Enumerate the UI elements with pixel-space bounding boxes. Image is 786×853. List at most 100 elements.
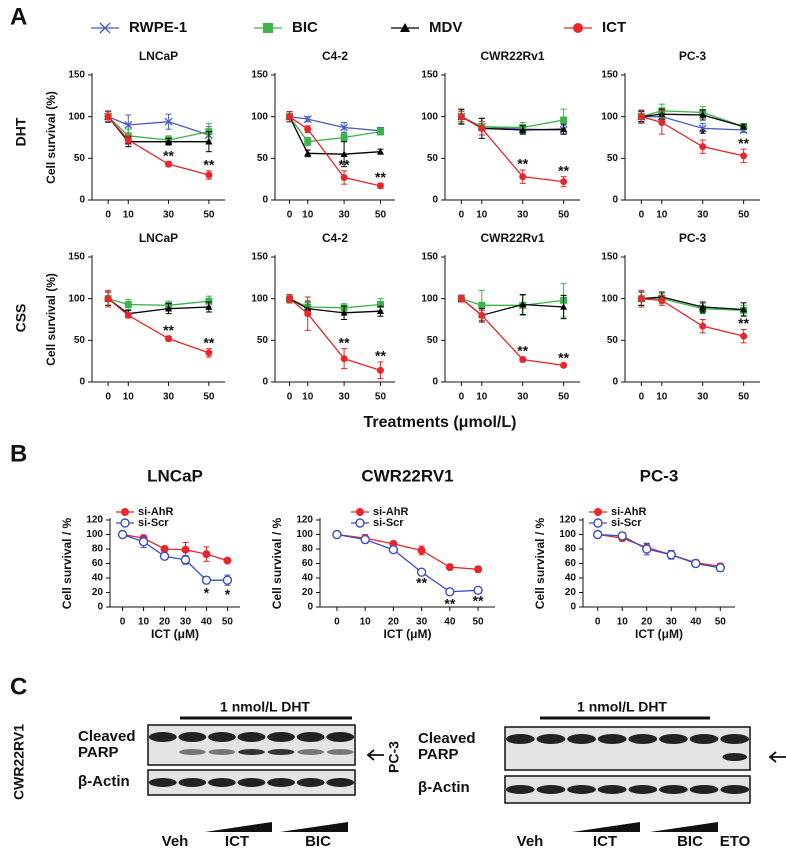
marker	[658, 296, 666, 304]
marker	[138, 537, 149, 547]
marker	[304, 125, 312, 133]
y-tick-label: 80	[302, 544, 314, 555]
panel-label: B	[10, 440, 27, 467]
x-tick-label: 10	[123, 210, 135, 221]
marker	[457, 295, 465, 303]
y-tick-label: 0	[79, 377, 85, 388]
series-line	[460, 298, 564, 317]
x-tick-label: 0	[595, 617, 601, 628]
x-tick-label: 0	[334, 617, 340, 628]
y-tick-label: 100	[559, 529, 576, 540]
x-tick-label: 10	[360, 617, 372, 628]
marker	[164, 117, 173, 126]
y-tick-label: 150	[601, 70, 618, 81]
chart-title: CWR22RV1	[361, 466, 453, 485]
marker	[560, 116, 568, 124]
x-tick-label: 0	[639, 392, 645, 403]
y-tick-label: 100	[251, 293, 268, 304]
marker	[445, 587, 455, 597]
x-tick-label: 40	[690, 617, 702, 628]
y-tick-label: 50	[607, 335, 619, 346]
marker	[104, 113, 112, 121]
y-tick-label: 100	[421, 293, 438, 304]
x-tick-label: 0	[105, 210, 111, 221]
series-line	[641, 116, 744, 131]
y-tick-label: 20	[565, 587, 577, 598]
marker	[473, 585, 483, 596]
legend-label: si-Scr	[138, 517, 169, 529]
y-tick-label: 150	[68, 70, 85, 81]
chart-title: PC-3	[679, 49, 707, 63]
marker	[165, 138, 173, 145]
series-line	[460, 298, 564, 366]
significance: **	[558, 162, 569, 178]
marker	[304, 138, 312, 146]
y-tick-label: 100	[421, 111, 438, 122]
significance: **	[517, 343, 528, 359]
marker	[160, 545, 169, 553]
chart-title: C4-2	[322, 231, 348, 245]
series-line	[641, 298, 744, 337]
marker	[445, 563, 454, 572]
marker	[223, 556, 232, 565]
x-tick-label: 50	[558, 392, 570, 403]
band	[326, 732, 355, 742]
y-axis-label: Cell survival (%)	[44, 273, 58, 366]
marker	[124, 136, 132, 144]
band	[505, 785, 535, 794]
lane-label: BIC	[677, 833, 703, 850]
band	[536, 785, 566, 794]
chart-title: LNCaP	[139, 49, 178, 63]
marker	[303, 115, 312, 124]
x-tick-label: 10	[476, 210, 488, 221]
y-tick-label: 150	[68, 252, 85, 263]
x-axis-label: Treatments (μmol/L)	[364, 414, 517, 431]
marker	[519, 301, 527, 308]
band	[689, 785, 719, 794]
band	[296, 732, 325, 742]
x-tick-label: 10	[123, 392, 135, 403]
x-tick-label: 50	[375, 392, 387, 403]
y-tick-label: 0	[432, 195, 438, 206]
marker	[740, 306, 748, 313]
significance: **	[339, 157, 350, 173]
marker	[560, 303, 568, 310]
series-line	[107, 298, 210, 354]
marker	[165, 335, 173, 343]
x-tick-label: 50	[203, 392, 215, 403]
marker	[691, 558, 701, 569]
marker	[201, 575, 212, 585]
marker	[165, 160, 173, 168]
y-tick-label: 150	[421, 252, 438, 263]
marker	[376, 148, 384, 155]
x-tick-label: 30	[163, 210, 175, 221]
band	[326, 778, 355, 787]
marker	[360, 534, 370, 545]
marker	[740, 152, 748, 160]
marker	[304, 310, 312, 318]
y-tick-label: 150	[421, 70, 438, 81]
x-tick-label: 30	[697, 210, 709, 221]
x-tick-label: 30	[339, 210, 351, 221]
y-tick-label: 50	[607, 153, 619, 164]
legend-label: ICT	[602, 19, 626, 36]
y-tick-label: 0	[262, 195, 268, 206]
x-tick-label: 50	[558, 210, 570, 221]
y-tick-label: 50	[427, 335, 439, 346]
marker	[519, 173, 527, 181]
legend-label: si-AhR	[611, 506, 647, 518]
series-line	[289, 298, 381, 314]
significance: **	[375, 348, 386, 364]
marker-stroke	[164, 117, 173, 126]
band	[178, 778, 207, 787]
band	[237, 732, 266, 742]
band	[267, 732, 295, 742]
y-axis-label: Cell survival / %	[533, 517, 547, 609]
legend-label: RWPE-1	[129, 19, 187, 36]
y-tick-label: 100	[86, 529, 103, 540]
band	[178, 732, 207, 742]
band	[148, 778, 177, 787]
x-tick-label: 30	[163, 392, 175, 403]
significance: **	[416, 574, 427, 590]
marker	[165, 305, 173, 312]
